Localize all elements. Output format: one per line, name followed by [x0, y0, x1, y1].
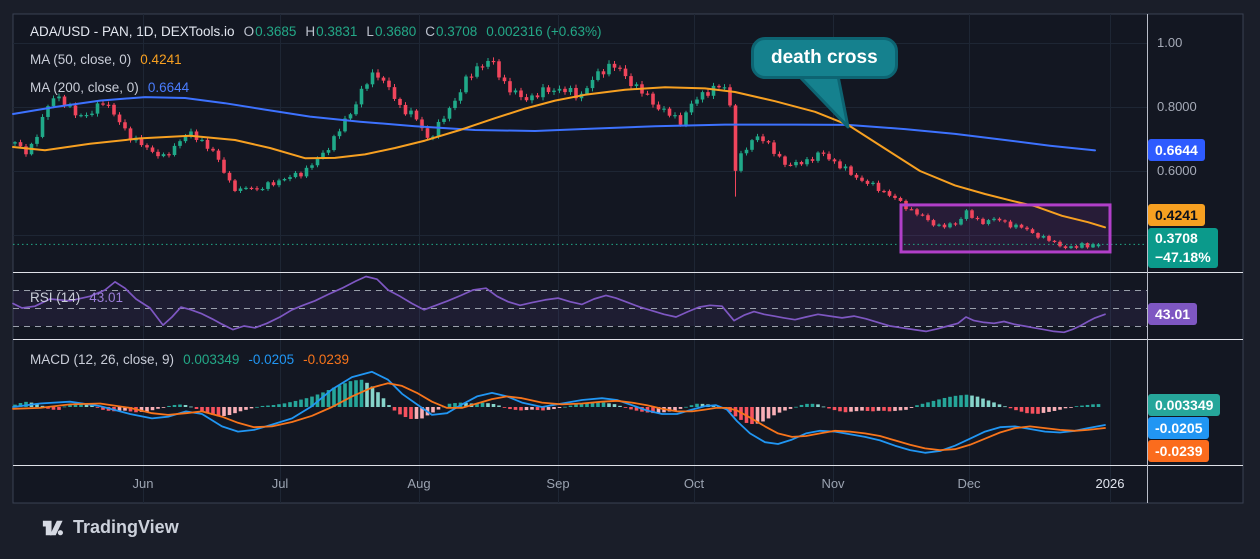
tradingview-logo-text: TradingView — [73, 517, 179, 537]
tradingview-logo-link[interactable]: TradingView — [40, 515, 179, 540]
highlight-box[interactable] — [899, 203, 1112, 254]
gridlines — [13, 14, 1147, 503]
time-axis-label: Oct — [683, 476, 705, 491]
time-axis-label: Jun — [132, 476, 154, 491]
price-axis[interactable]: 1.00 0.8000 0.6000 — [1147, 14, 1243, 503]
death-cross-annotation[interactable]: death cross — [751, 37, 898, 79]
price-tick-label: 1.00 — [1157, 35, 1183, 50]
ma200-label: MA (200, close, 0) — [30, 80, 139, 95]
last-price: 0.3708 — [1155, 230, 1198, 246]
macd-signal-line — [12, 382, 1106, 452]
macd-label: MACD (12, 26, close, 9) — [30, 352, 175, 367]
change-value: 0.002316 (+0.63%) — [486, 24, 602, 39]
last-price-axis-badge: 0.3708 −47.18% — [1148, 228, 1218, 268]
rsi-label: RSI (14) — [30, 290, 81, 305]
time-axis-label: Sep — [546, 476, 570, 491]
price-tick-label: 0.6000 — [1157, 163, 1197, 178]
macd-line-axis-badge: -0.0205 — [1148, 417, 1210, 439]
symbol-legend-row[interactable]: ADA/USD - PAN, 1D, DEXTools.io O 0.3685 … — [30, 24, 602, 39]
time-axis-label: 2026 — [1095, 476, 1125, 491]
macd-line — [12, 370, 1106, 454]
ma50-label: MA (50, close, 0) — [30, 52, 132, 67]
macd-signal-axis-badge: -0.0239 — [1148, 440, 1210, 462]
price-tick-label: 0.8000 — [1157, 99, 1197, 114]
ma200-value: 0.6644 — [147, 80, 190, 95]
ma200-axis-badge: 0.6644 — [1148, 139, 1205, 161]
ma200-line — [12, 96, 1096, 152]
macd-legend-row[interactable]: MACD (12, 26, close, 9) 0.003349 -0.0205… — [30, 352, 349, 367]
ma200-legend-row[interactable]: MA (200, close, 0) 0.6644 — [30, 80, 189, 95]
macd-hist-value: 0.003349 — [183, 352, 240, 367]
candles — [13, 57, 1101, 250]
ma50-legend-row[interactable]: MA (50, close, 0) 0.4241 — [30, 52, 182, 67]
rsi-legend-row[interactable]: RSI (14) 43.01 — [30, 290, 123, 305]
macd-histogram — [13, 379, 1101, 425]
ma50-line — [12, 86, 1106, 229]
macd-hist-axis-badge: 0.003349 — [1148, 394, 1221, 416]
time-axis-label: Jul — [271, 476, 289, 491]
time-axis-label: Dec — [957, 476, 981, 491]
time-axis-label: Nov — [821, 476, 845, 491]
rsi-value: 43.01 — [89, 290, 124, 305]
tradingview-logo-icon — [42, 520, 63, 536]
high-value: H 0.3831 — [305, 24, 358, 39]
open-value: O 0.3685 — [243, 24, 297, 39]
ma50-axis-badge: 0.4241 — [1148, 204, 1205, 226]
rsi-line — [12, 275, 1106, 334]
time-axis-label: Aug — [407, 476, 431, 491]
macd-line-value: -0.0205 — [248, 352, 295, 367]
change-percent: −47.18% — [1155, 249, 1211, 265]
macd-signal-value: -0.0239 — [303, 352, 349, 367]
low-value: L 0.3680 — [366, 24, 417, 39]
close-value: C 0.3708 — [425, 24, 478, 39]
symbol-title: ADA/USD - PAN, 1D, DEXTools.io — [30, 24, 235, 39]
rsi-axis-badge: 43.01 — [1148, 303, 1198, 325]
time-axis[interactable]: Jun Jul Aug Sep Oct Nov Dec 2026 — [13, 465, 1243, 503]
ma50-value: 0.4241 — [140, 52, 182, 67]
